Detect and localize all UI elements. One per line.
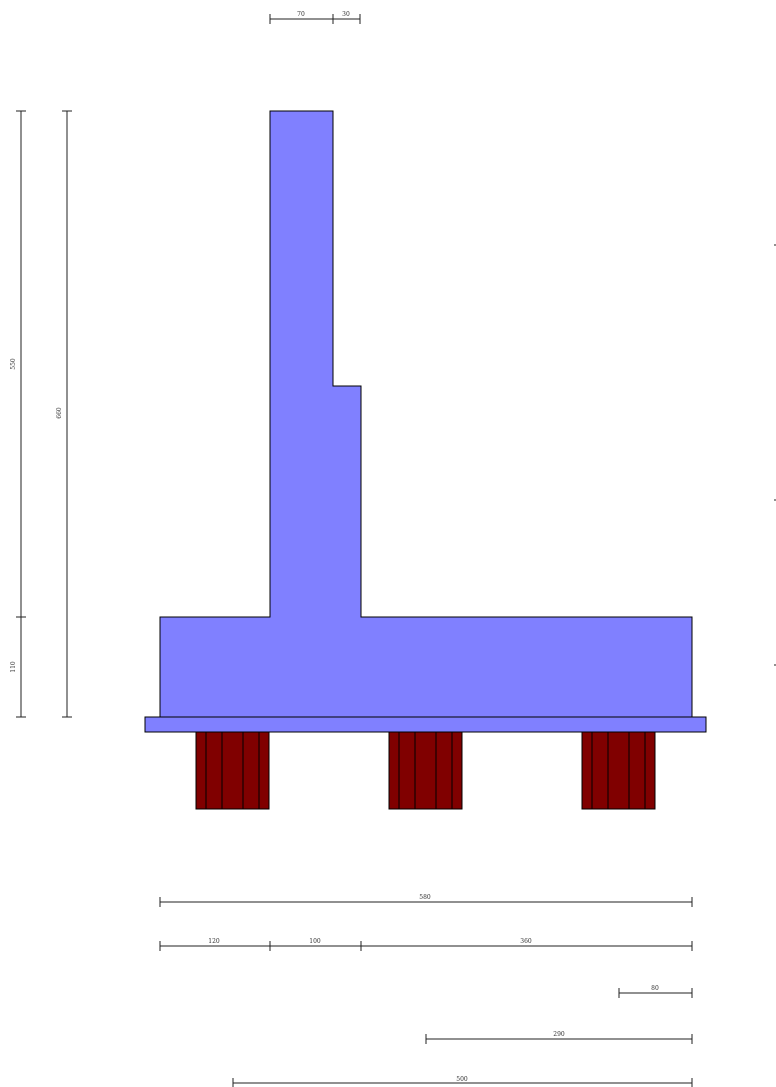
bottom-dimension-row-4: 290 [425,1031,693,1044]
bottom-dim-label-500: 500 [456,1076,468,1083]
left-dim-label-660: 660 [56,407,63,419]
bottom-dimension-row-1: 580 [159,894,693,907]
bottom-dimension-row-3: 80 [618,985,693,998]
pile-2 [388,731,463,810]
bottom-dim-label-580: 580 [419,894,431,901]
bottom-dim-label-80: 80 [651,985,659,992]
bottom-dim-label-360: 360 [520,938,532,945]
pile-1 [195,731,270,810]
bottom-dim-label-100: 100 [309,938,321,945]
left-dim-label-550: 550 [10,358,17,370]
left-dimension-line-1: 550 110 [10,110,26,718]
top-dimension-line: 70 30 [269,11,361,24]
top-dim-label-30: 30 [342,11,350,18]
bottom-dimension-row-2: 120 100 360 [159,938,693,951]
bottom-dim-label-120: 120 [208,938,220,945]
wall-concrete-body [159,110,693,718]
lean-concrete-slab [144,716,707,733]
left-dim-label-110: 110 [10,661,17,673]
bottom-dim-label-290: 290 [553,1031,565,1038]
left-dimension-line-2: 660 [56,110,72,718]
bottom-dimension-row-5: 500 [232,1076,693,1087]
pile-3 [581,731,656,810]
top-dim-label-70: 70 [297,11,305,18]
